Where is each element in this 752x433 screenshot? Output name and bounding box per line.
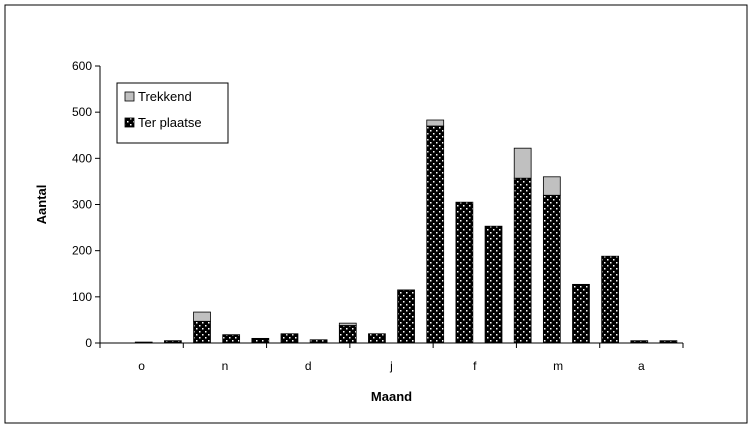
bar-ter-plaatse (134, 341, 153, 344)
x-axis-title: Maand (371, 389, 412, 404)
legend: Trekkend Ter plaatse (116, 82, 229, 144)
y-tick-label: 200 (72, 244, 92, 258)
bar-trekkend (426, 119, 445, 127)
bar-ter-plaatse (222, 334, 241, 344)
bar-ter-plaatse (601, 255, 619, 344)
x-tick-label: f (473, 359, 477, 373)
legend-box (116, 82, 229, 144)
legend-swatch (124, 91, 135, 102)
chart-border (4, 4, 748, 424)
plot-area: 0 100 200 300 400 500 600 o n d j f m a (72, 59, 684, 373)
bar-ter-plaatse (164, 340, 182, 344)
bar-ter-plaatse (193, 320, 211, 344)
x-tick-label: j (389, 359, 393, 373)
bar-trekkend (193, 311, 211, 322)
bar-ter-plaatse (572, 283, 590, 344)
legend-label: Trekkend (138, 89, 192, 104)
bar-trekkend (513, 147, 532, 179)
bar-ter-plaatse (542, 194, 561, 344)
y-tick-label: 500 (72, 105, 92, 119)
bar-ter-plaatse (338, 325, 357, 344)
legend-swatch (124, 117, 135, 128)
bar-trekkend (338, 322, 357, 326)
bar-ter-plaatse (484, 225, 503, 344)
bar-ter-plaatse (309, 339, 328, 344)
bar-ter-plaatse (280, 333, 299, 344)
y-tick-label: 600 (72, 59, 92, 73)
x-tick-label: n (222, 359, 229, 373)
bar-ter-plaatse (455, 201, 474, 344)
bar-ter-plaatse (659, 340, 678, 344)
legend-label: Ter plaatse (138, 115, 202, 130)
bar-trekkend (542, 176, 561, 196)
x-tick-label: o (138, 359, 145, 373)
x-tick-label: d (305, 359, 312, 373)
y-tick-label: 300 (72, 198, 92, 212)
bar-ter-plaatse (426, 125, 445, 344)
bar-ter-plaatse (513, 177, 532, 344)
x-tick-label: m (553, 359, 563, 373)
bar-ter-plaatse (630, 340, 649, 344)
bar-ter-plaatse (368, 333, 386, 344)
y-axis-title: Aantal (34, 185, 49, 225)
y-tick-label: 400 (72, 151, 92, 165)
y-tick-label: 0 (85, 336, 92, 350)
bar-ter-plaatse (251, 337, 270, 344)
bar-ter-plaatse (397, 289, 415, 344)
y-tick-label: 100 (72, 290, 92, 304)
x-tick-label: a (638, 359, 645, 373)
